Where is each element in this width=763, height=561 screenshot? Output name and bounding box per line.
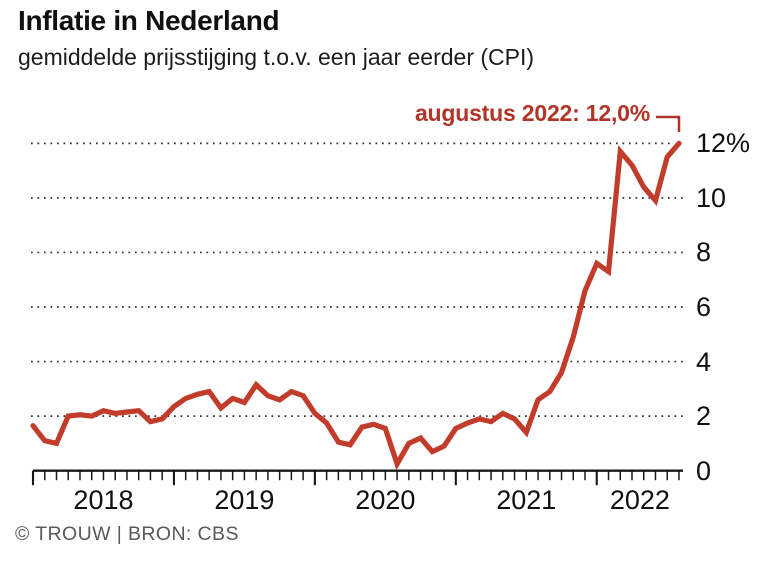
x-axis-tick-label: 2018	[73, 485, 134, 515]
inflation-data-line	[30, 140, 682, 471]
y-axis-tick-label: 8	[696, 237, 712, 268]
y-axis-tick-label: 12%	[696, 128, 751, 159]
chart-subtitle: gemiddelde prijsstijging t.o.v. een jaar…	[18, 44, 535, 70]
x-axis-tick-label: 2021	[496, 485, 557, 515]
y-axis-tick-label: 4	[696, 346, 712, 377]
x-axis-tick-label: 2019	[214, 485, 275, 515]
y-axis-tick-label: 6	[696, 292, 712, 323]
annotation-connector-line	[656, 115, 681, 132]
x-axis-tick-label: 2020	[355, 485, 416, 515]
y-axis-tick-label: 2	[696, 401, 712, 432]
y-axis-tick-label: 0	[696, 455, 712, 486]
source-credit: © TROUW | BRON: CBS	[15, 523, 239, 545]
x-axis-tick-label: 2022	[609, 485, 670, 515]
chart-title: Inflatie in Nederland	[18, 5, 280, 36]
y-axis-tick-label: 10	[696, 182, 727, 213]
peak-annotation-label: augustus 2022: 12,0%	[414, 100, 650, 126]
